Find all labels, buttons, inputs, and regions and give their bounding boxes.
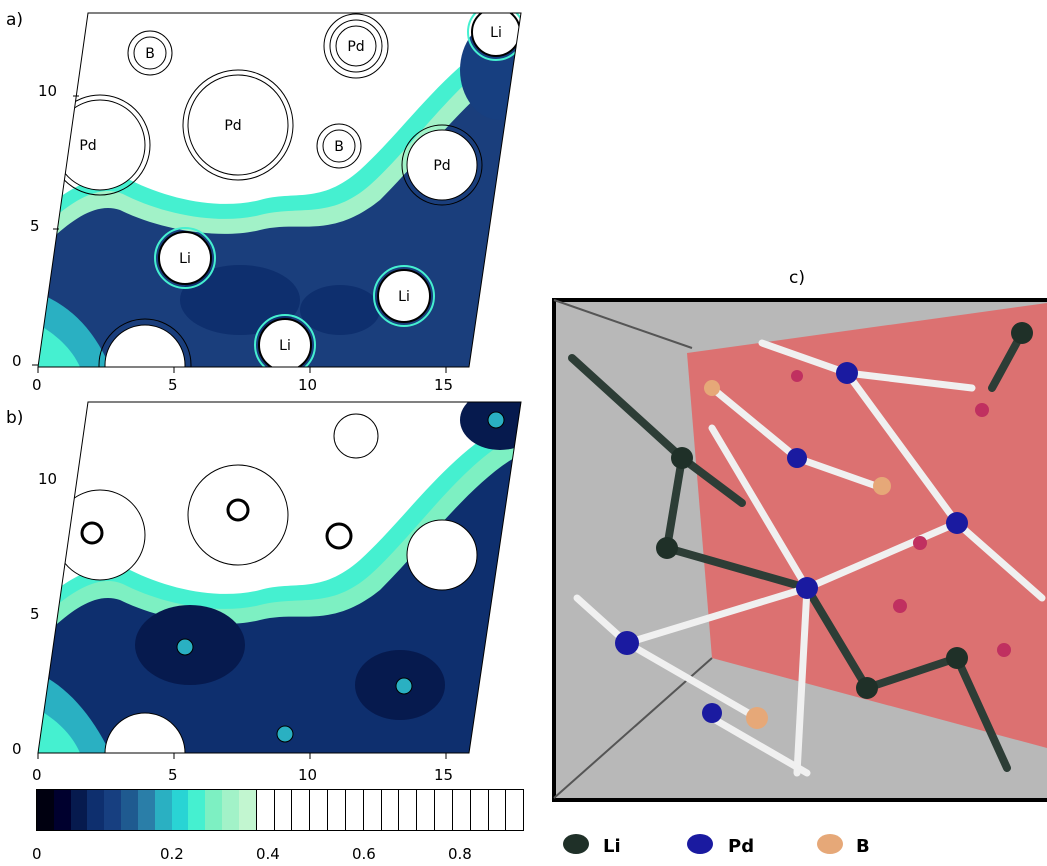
colorbar-tick-label: 0.2	[160, 845, 184, 863]
legend-b-marker	[815, 830, 851, 860]
colorbar-segment	[121, 790, 138, 830]
panel-b-contour-plot	[37, 401, 522, 759]
colorbar-segment	[344, 790, 363, 830]
colorbar-segment	[53, 790, 71, 830]
colorbar-segment	[380, 790, 399, 830]
colorbar-segment	[327, 790, 345, 830]
colorbar-segment	[238, 790, 256, 830]
colorbar-segment	[291, 790, 310, 830]
x-tick-label: 15	[434, 766, 454, 784]
y-tick-label: 10	[38, 470, 58, 488]
legend-li-marker	[561, 830, 597, 860]
atom-label: Li	[398, 289, 410, 305]
x-tick-label: 5	[168, 766, 178, 784]
y-tick-label: 0	[12, 740, 22, 758]
panel-c-crystal-structure	[552, 298, 1047, 802]
panel-a-label: a)	[6, 10, 24, 30]
atom-label: B	[334, 139, 344, 155]
x-tick-label: 0	[32, 766, 42, 784]
y-tick-label: 5	[30, 217, 40, 235]
legend-li-label: Li	[603, 836, 621, 857]
legend-b-label: B	[856, 836, 870, 857]
colorbar	[36, 789, 524, 831]
colorbar-tick-label: 0	[32, 845, 42, 863]
atom-label: Pd	[433, 158, 450, 174]
x-tick-label: 5	[168, 376, 178, 394]
legend-pd-label: Pd	[728, 836, 755, 857]
colorbar-segment	[469, 790, 488, 830]
x-tick-label: 10	[298, 376, 318, 394]
x-tick-label: 15	[434, 376, 454, 394]
panel-b-label: b)	[6, 408, 24, 428]
colorbar-segment	[222, 790, 239, 830]
colorbar-tick-label: 0.8	[448, 845, 472, 863]
atom-label: Pd	[224, 118, 241, 134]
colorbar-segment	[205, 790, 223, 830]
y-tick-label: 5	[30, 605, 40, 623]
colorbar-segment	[255, 790, 274, 830]
colorbar-segment	[416, 790, 435, 830]
x-tick-label: 0	[32, 376, 42, 394]
colorbar-segment	[70, 790, 88, 830]
colorbar-segment	[37, 790, 54, 830]
legend-pd-marker	[685, 830, 721, 860]
colorbar-segment	[398, 790, 417, 830]
colorbar-segment	[137, 790, 155, 830]
colorbar-tick-label: 0.4	[256, 845, 280, 863]
atom-label: Li	[490, 25, 502, 41]
colorbar-segment	[154, 790, 172, 830]
colorbar-segment	[87, 790, 105, 830]
colorbar-segment	[273, 790, 292, 830]
atom-label: Li	[279, 338, 291, 354]
colorbar-segment	[309, 790, 328, 830]
panel-c-label: c)	[789, 268, 805, 288]
colorbar-segment	[362, 790, 381, 830]
atom-label: Pd	[79, 138, 96, 154]
y-tick-label: 10	[38, 82, 58, 100]
colorbar-segment	[451, 790, 470, 830]
x-tick-label: 10	[298, 766, 318, 784]
colorbar-tick-label: 0.6	[352, 845, 376, 863]
atom-label: Pd	[347, 39, 364, 55]
atom-label: B	[145, 46, 155, 62]
colorbar-segment	[487, 790, 506, 830]
colorbar-segment	[104, 790, 122, 830]
panel-a-contour-plot: B Pd Li Pd Pd B Pd Li Li Li	[32, 12, 522, 373]
colorbar-segment	[434, 790, 452, 830]
atom-label: Li	[179, 251, 191, 267]
y-tick-label: 0	[12, 352, 22, 370]
colorbar-segment	[505, 790, 524, 830]
colorbar-segment	[171, 790, 189, 830]
colorbar-segment	[188, 790, 206, 830]
